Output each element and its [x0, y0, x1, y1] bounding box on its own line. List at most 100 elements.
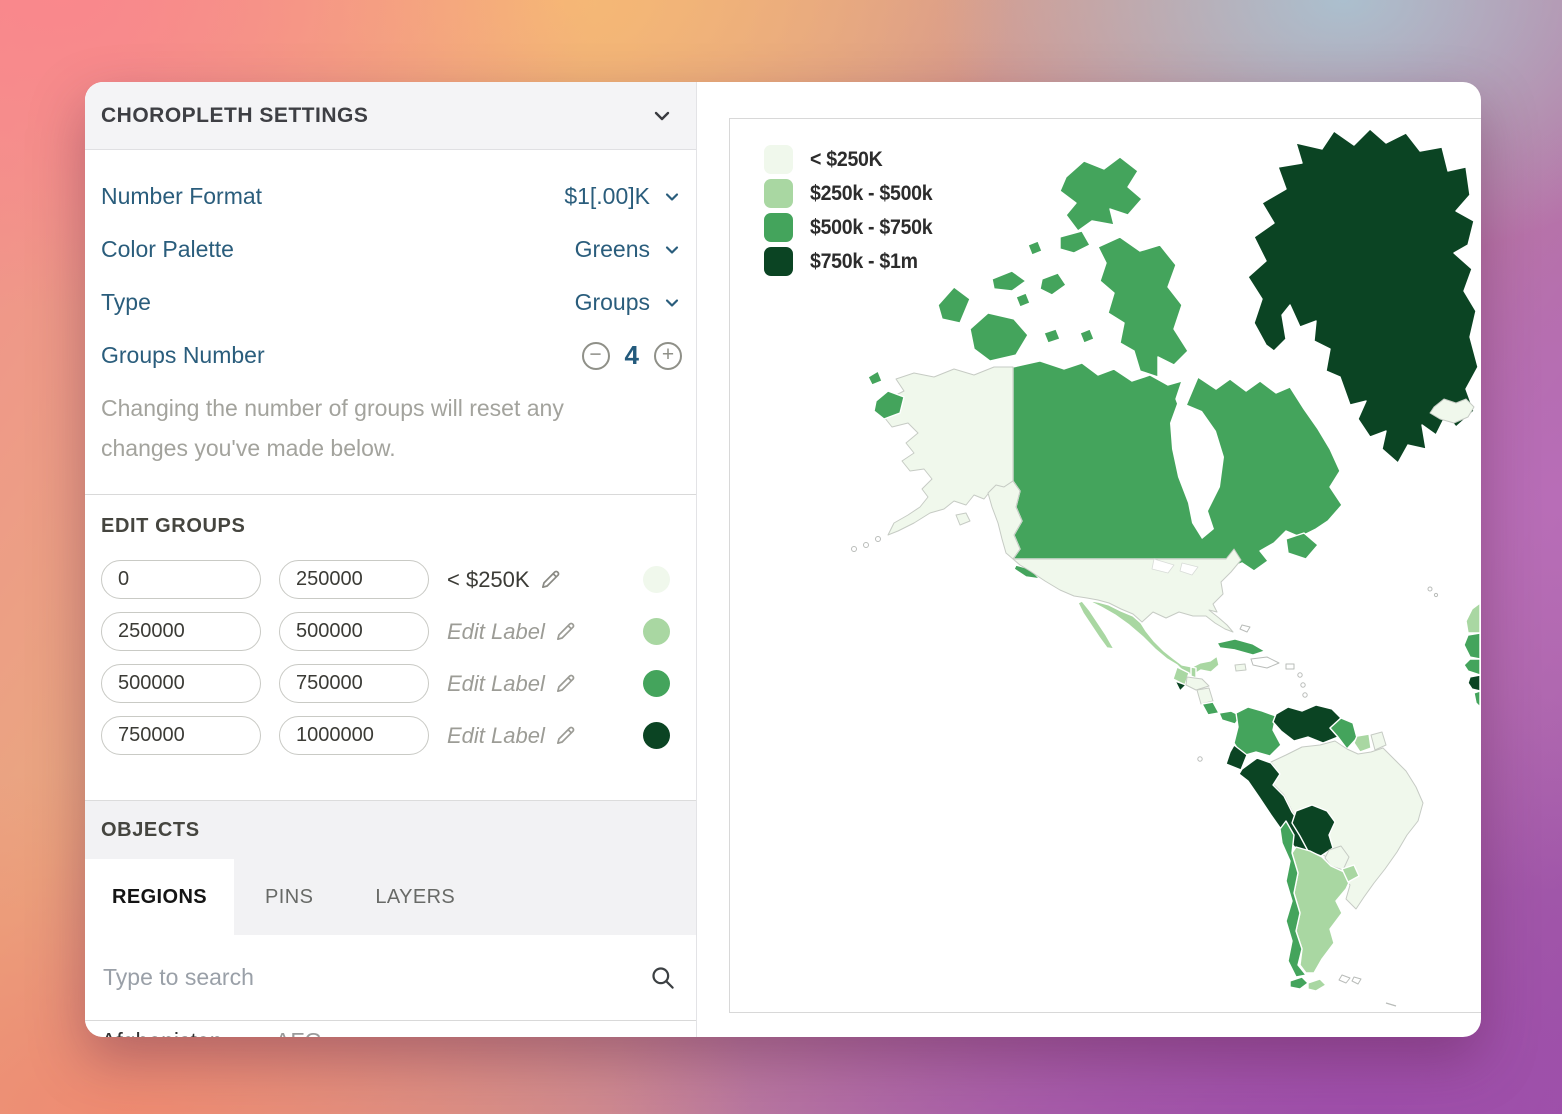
map-region-tierra-del-fuego[interactable]	[1307, 978, 1327, 992]
map-region-west-africa[interactable]	[1467, 674, 1480, 692]
tab-regions[interactable]: REGIONS	[85, 859, 235, 935]
type-value[interactable]: Groups	[574, 289, 650, 315]
group-1-from-input[interactable]	[101, 560, 261, 599]
increase-groups-button[interactable]: +	[654, 341, 682, 370]
group-4-color-swatch[interactable]	[643, 722, 670, 749]
map-region-west-africa[interactable]	[1473, 690, 1480, 708]
map-region-island[interactable]	[1027, 240, 1043, 256]
map-region-falklands[interactable]	[1351, 976, 1362, 985]
decrease-groups-button[interactable]: −	[581, 341, 610, 370]
search-icon[interactable]	[649, 964, 676, 991]
group-3-to-input[interactable]	[279, 664, 429, 703]
map-region-iceland[interactable]	[1429, 398, 1475, 424]
map-region-banks[interactable]	[937, 286, 971, 324]
map-region-greenland[interactable]	[1247, 128, 1479, 464]
south-georgia-island	[1385, 1002, 1397, 1007]
map-legend: < $250K $250k - $500k $500k - $750k $750…	[764, 145, 942, 281]
map-region-victoria[interactable]	[969, 312, 1029, 362]
group-1-color-swatch[interactable]	[643, 566, 670, 593]
group-4-from-input[interactable]	[101, 716, 261, 755]
search-input[interactable]	[101, 963, 649, 992]
group-1-label[interactable]: < $250K	[447, 566, 530, 592]
edit-pencil-icon[interactable]	[554, 724, 577, 747]
group-row: Edit Label	[101, 612, 684, 651]
group-3-from-input[interactable]	[101, 664, 261, 703]
map-region-uruguay[interactable]	[1341, 864, 1360, 883]
map-region-nicaragua[interactable]	[1196, 687, 1214, 705]
number-format-value[interactable]: $1[.00]K	[564, 183, 650, 209]
map-region-alaska[interactable]	[883, 366, 1014, 536]
map-region-suriname[interactable]	[1353, 733, 1372, 753]
map-region-ecuador[interactable]	[1225, 744, 1248, 771]
map-region-alaska-panhandle[interactable]	[987, 480, 1023, 560]
map-region-colombia[interactable]	[1233, 706, 1282, 757]
map-region-kodiak[interactable]	[955, 512, 971, 526]
map-region-king-william[interactable]	[1043, 328, 1061, 344]
map-region-cuba[interactable]	[1216, 638, 1266, 656]
group-2-label[interactable]: Edit Label	[447, 618, 545, 644]
groups-count-value: 4	[624, 340, 639, 370]
type-row[interactable]: Type Groups	[85, 276, 696, 329]
map-region-island[interactable]	[1015, 292, 1031, 308]
group-1-to-input[interactable]	[279, 560, 429, 599]
color-palette-row[interactable]: Color Palette Greens	[85, 223, 696, 276]
map-region-baffin[interactable]	[1097, 236, 1189, 378]
region-list-item[interactable]: Afghanistan AFG	[85, 1021, 696, 1037]
legend-row: $750k - $1m	[764, 247, 942, 276]
groups-helper-text: Changing the number of groups will reset…	[101, 395, 564, 461]
map-region-somerset[interactable]	[1039, 272, 1067, 296]
map-region-melville[interactable]	[991, 270, 1027, 292]
legend-label: $750k - $1m	[810, 249, 918, 273]
map-region-falklands[interactable]	[1338, 974, 1351, 984]
map-canvas[interactable]: < $250K $250k - $500k $500k - $750k $750…	[729, 118, 1481, 1013]
map-region-mexico[interactable]	[1086, 599, 1220, 676]
chevron-down-icon[interactable]	[662, 293, 682, 313]
edit-pencil-icon[interactable]	[554, 672, 577, 695]
edit-pencil-icon[interactable]	[539, 568, 562, 591]
group-3-label[interactable]: Edit Label	[447, 670, 545, 696]
group-2-to-input[interactable]	[279, 612, 429, 651]
choropleth-map[interactable]	[730, 119, 1480, 1012]
map-region-newfoundland[interactable]	[1285, 532, 1319, 560]
group-2-from-input[interactable]	[101, 612, 261, 651]
color-palette-value[interactable]: Greens	[574, 236, 650, 262]
group-3-color-swatch[interactable]	[643, 670, 670, 697]
map-region-chile[interactable]	[1279, 820, 1307, 978]
map-region-honduras[interactable]	[1185, 676, 1210, 691]
chevron-down-icon[interactable]	[662, 187, 682, 207]
collapse-chevron-icon[interactable]	[650, 104, 674, 128]
group-2-color-swatch[interactable]	[643, 618, 670, 645]
map-region-french-guiana[interactable]	[1370, 731, 1387, 751]
tab-pins[interactable]: PINS	[265, 885, 314, 908]
great-lake	[1151, 558, 1175, 574]
group-4-to-input[interactable]	[279, 716, 429, 755]
map-region-chukotka[interactable]	[867, 370, 883, 386]
number-format-row[interactable]: Number Format $1[.00]K	[85, 170, 696, 223]
choropleth-settings-header[interactable]: CHOROPLETH SETTINGS	[85, 82, 696, 150]
map-region-costa-rica[interactable]	[1201, 701, 1220, 716]
map-region-baja[interactable]	[1077, 600, 1115, 650]
chevron-down-icon[interactable]	[662, 240, 682, 260]
galapagos-island	[1197, 756, 1203, 762]
map-region-venezuela[interactable]	[1272, 704, 1342, 744]
antilles-island	[1302, 692, 1308, 698]
map-region-chukotka[interactable]	[873, 390, 905, 420]
map-region-ellesmere[interactable]	[1059, 156, 1143, 232]
map-region-puerto-rico[interactable]	[1285, 663, 1295, 670]
map-region-bolivia[interactable]	[1291, 804, 1336, 857]
map-region-hispaniola[interactable]	[1250, 656, 1280, 669]
map-region-belize[interactable]	[1190, 666, 1197, 679]
group-4-label[interactable]: Edit Label	[447, 722, 545, 748]
map-region-island[interactable]	[1079, 328, 1095, 344]
edit-pencil-icon[interactable]	[554, 620, 577, 643]
map-region-tierra-del-fuego[interactable]	[1289, 976, 1309, 990]
map-region-west-africa[interactable]	[1465, 602, 1480, 634]
map-region-west-africa[interactable]	[1463, 658, 1480, 676]
legend-swatch	[764, 247, 793, 276]
map-region-west-africa[interactable]	[1463, 632, 1480, 660]
map-region-bahamas[interactable]	[1239, 624, 1251, 633]
map-region-el-salvador[interactable]	[1174, 680, 1187, 692]
tab-layers[interactable]: LAYERS	[375, 885, 456, 908]
map-region-jamaica[interactable]	[1234, 663, 1247, 672]
map-region-devon[interactable]	[1059, 230, 1091, 254]
